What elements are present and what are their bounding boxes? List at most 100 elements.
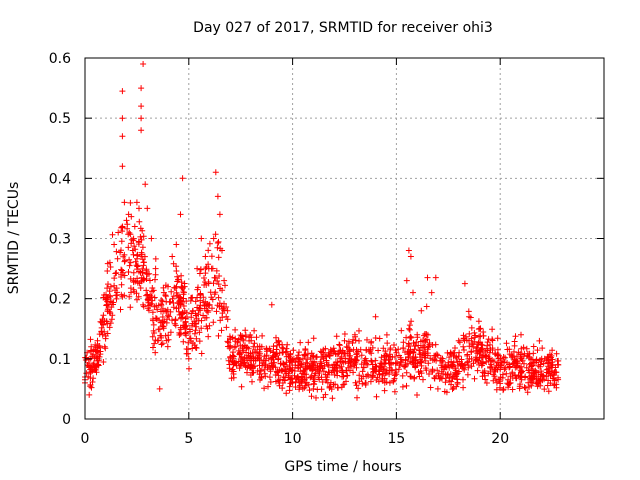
grid (85, 58, 604, 419)
data-point (453, 383, 460, 390)
data-point (137, 269, 144, 276)
data-point (471, 375, 478, 382)
data-point (352, 379, 359, 386)
data-point (454, 376, 461, 383)
data-point (475, 318, 482, 325)
data-point (360, 364, 367, 371)
data-point (307, 374, 314, 381)
data-point (340, 359, 347, 366)
data-point (485, 370, 492, 377)
data-point (138, 127, 145, 134)
data-point (358, 375, 365, 382)
data-point (294, 362, 301, 369)
data-point (310, 385, 317, 392)
data-point (140, 277, 147, 284)
data-point (359, 380, 366, 387)
data-point (107, 283, 114, 290)
x-tick-label: 5 (184, 431, 193, 447)
data-point (196, 338, 203, 345)
data-point (250, 354, 257, 361)
data-point (338, 354, 345, 360)
data-point (138, 103, 145, 110)
data-point (90, 375, 97, 382)
data-point (400, 345, 407, 351)
data-point (183, 309, 190, 316)
data-point (507, 363, 513, 370)
data-point (119, 88, 126, 95)
data-point (304, 356, 311, 363)
data-point (134, 262, 141, 269)
data-point (202, 314, 208, 321)
data-point (442, 379, 449, 386)
x-tick-label: 10 (284, 431, 302, 447)
data-point (295, 352, 302, 359)
data-point (543, 373, 550, 380)
data-point (138, 115, 145, 122)
data-point (236, 350, 243, 357)
data-point (387, 367, 393, 374)
data-point (319, 379, 326, 385)
data-point (177, 324, 184, 331)
data-point (274, 368, 280, 375)
data-point (174, 292, 181, 299)
y-tick-label: 0.3 (49, 232, 71, 248)
data-point (115, 229, 122, 236)
data-point (502, 354, 509, 361)
data-point (131, 243, 138, 250)
data-point (196, 270, 203, 277)
data-point (111, 241, 118, 248)
data-point (215, 332, 222, 339)
data-point (525, 379, 532, 386)
data-point (395, 346, 402, 353)
data-point (466, 343, 473, 350)
data-point (191, 342, 198, 348)
data-point (123, 217, 130, 224)
data-point (246, 337, 253, 344)
data-point (405, 247, 412, 254)
data-point (215, 281, 222, 288)
data-point (513, 353, 520, 360)
data-point (166, 313, 173, 320)
data-point (317, 348, 324, 355)
data-point (195, 307, 202, 314)
data-point (238, 383, 245, 390)
data-point (113, 285, 120, 292)
data-point (144, 291, 151, 298)
data-point (160, 284, 167, 291)
data-point (284, 341, 291, 348)
data-point (503, 340, 510, 347)
data-point (118, 281, 125, 288)
x-tick-label: 20 (491, 431, 509, 447)
data-point (341, 337, 348, 344)
data-point (353, 364, 360, 371)
data-point (265, 355, 272, 362)
y-tick-label: 0 (62, 412, 71, 428)
data-point (528, 363, 535, 370)
data-point (509, 370, 516, 377)
data-point (276, 380, 283, 386)
data-point (205, 309, 212, 316)
data-point (538, 358, 545, 365)
data-point (449, 362, 456, 368)
data-point (217, 317, 224, 324)
data-point (212, 289, 219, 296)
data-point (490, 377, 497, 384)
data-point (461, 366, 468, 373)
data-point (186, 335, 193, 342)
data-point (198, 350, 205, 357)
data-point (485, 336, 492, 343)
data-point (372, 313, 379, 320)
data-point (424, 331, 431, 338)
data-point (100, 359, 107, 365)
y-tick-label: 0.1 (49, 352, 71, 368)
data-point (149, 288, 155, 295)
data-point (242, 327, 249, 334)
data-point (177, 211, 184, 218)
data-point (362, 381, 369, 388)
data-point (425, 360, 432, 367)
data-point (492, 351, 499, 358)
data-point (549, 347, 556, 354)
data-point (314, 362, 321, 369)
data-point (322, 345, 329, 352)
data-point (178, 283, 185, 290)
